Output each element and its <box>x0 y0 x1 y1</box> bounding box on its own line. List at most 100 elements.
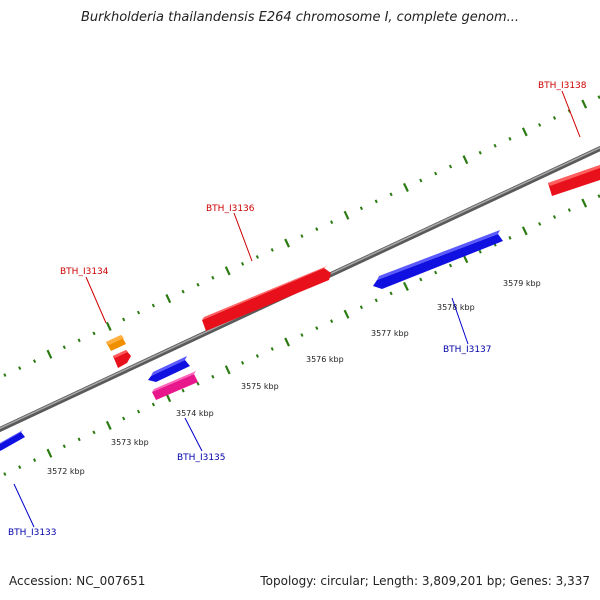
reverse-tick-22 <box>315 326 319 331</box>
reverse-tick-4 <box>46 448 53 458</box>
forward-tick-22 <box>315 227 319 232</box>
forward-tick-27 <box>389 192 393 197</box>
reverse-tick-1 <box>3 472 7 476</box>
leader-BTH_I3138 <box>561 90 581 138</box>
reverse-tick-36 <box>521 226 528 236</box>
forward-tick-18 <box>255 255 260 259</box>
forward-tick-17 <box>240 261 245 266</box>
forward-tick-7 <box>92 331 96 336</box>
forward-tick-41 <box>597 95 600 100</box>
scale-label-3574: 3574 kbp <box>176 409 214 418</box>
forward-tick-34 <box>493 143 497 148</box>
reverse-tick-6 <box>77 437 81 442</box>
forward-tick-19 <box>270 248 274 252</box>
reverse-tick-29 <box>419 277 423 282</box>
reverse-tick-3 <box>32 458 37 463</box>
forward-tick-10 <box>136 310 141 315</box>
reverse-tick-27 <box>389 291 393 296</box>
reverse-tick-21 <box>300 333 304 337</box>
reverse-tick-35 <box>508 235 512 240</box>
scale-labels: 3572 kbp 3573 kbp 3574 kbp 3575 kbp 3576… <box>47 279 541 476</box>
reverse-tick-18 <box>255 354 260 358</box>
gene-BTH_I3137[interactable] <box>373 230 503 289</box>
leader-BTH_I3134 <box>85 276 107 324</box>
leader-BTH_I3137 <box>451 297 469 345</box>
gene-BTH_I3134-red[interactable] <box>113 350 131 368</box>
scale-label-3576: 3576 kbp <box>306 355 344 364</box>
map-title: Burkholderia thailandensis E264 chromoso… <box>80 10 520 25</box>
forward-tick-29 <box>419 178 423 183</box>
leader-BTH_I3133 <box>13 483 35 528</box>
reverse-tick-8 <box>105 420 112 430</box>
reverse-tick-17 <box>240 360 245 365</box>
gene-BTH_I3138[interactable] <box>548 165 600 196</box>
label-BTH_I3133[interactable]: BTH_I3133 <box>8 528 57 538</box>
reverse-tick-28 <box>403 281 409 291</box>
forward-tick-2 <box>18 366 22 371</box>
forward-tick-6 <box>77 338 81 343</box>
reverse-tick-31 <box>448 263 453 268</box>
scale-label-3575: 3575 kbp <box>241 382 279 391</box>
forward-tick-20 <box>284 238 290 248</box>
reverse-tick-16 <box>224 365 231 375</box>
reverse-tick-13 <box>181 388 185 393</box>
gene-BTH_I3135-pink[interactable] <box>152 371 198 400</box>
reverse-tick-10 <box>136 409 141 414</box>
reverse-tick-33 <box>478 249 482 254</box>
label-BTH_I3135[interactable]: BTH_I3135 <box>177 453 226 463</box>
forward-tick-8 <box>105 321 112 331</box>
gene-BTH_I3133[interactable] <box>0 430 25 452</box>
forward-tick-11 <box>151 303 156 308</box>
label-BTH_I3138[interactable]: BTH_I3138 <box>538 81 587 91</box>
scale-label-3577: 3577 kbp <box>371 329 409 338</box>
reverse-tick-25 <box>359 305 364 310</box>
gene-BTH_I3135-blue[interactable] <box>148 356 190 382</box>
forward-tick-37 <box>538 123 542 127</box>
forward-tick-24 <box>343 210 350 220</box>
forward-tick-15 <box>211 275 215 280</box>
reverse-tick-30 <box>434 270 438 275</box>
forward-tick-13 <box>181 289 185 294</box>
reverse-tick-38 <box>552 215 557 219</box>
reverse-tick-26 <box>374 298 378 303</box>
forward-tick-40 <box>581 99 588 109</box>
genome-summary-text: Topology: circular; Length: 3,809,201 bp… <box>260 574 590 588</box>
gene-BTH_I3134-orange[interactable] <box>106 335 126 351</box>
forward-tick-38 <box>552 116 557 120</box>
forward-tick-23 <box>330 220 334 225</box>
forward-tick-5 <box>62 345 66 350</box>
forward-tick-3 <box>32 359 37 364</box>
forward-tick-25 <box>359 206 364 211</box>
forward-tick-31 <box>448 164 453 169</box>
reverse-tick-19 <box>270 347 274 351</box>
forward-tick-12 <box>165 294 172 304</box>
leader-BTH_I3135 <box>184 417 203 452</box>
forward-tick-1 <box>3 373 7 377</box>
reverse-tick-23 <box>330 319 334 324</box>
reverse-tick-2 <box>18 465 22 470</box>
gene-BTH_I3136[interactable] <box>202 266 331 331</box>
reverse-tick-40 <box>581 198 588 208</box>
reverse-tick-9 <box>122 416 126 421</box>
reverse-tick-37 <box>538 222 542 226</box>
forward-tick-32 <box>462 155 469 165</box>
reverse-tick-24 <box>343 309 350 319</box>
reverse-ticks <box>3 194 600 476</box>
reverse-tick-15 <box>211 374 215 379</box>
forward-tick-14 <box>196 282 200 287</box>
forward-tick-9 <box>122 317 126 322</box>
forward-tick-16 <box>224 266 231 276</box>
forward-tick-35 <box>508 136 512 141</box>
reverse-tick-11 <box>151 402 156 407</box>
reverse-tick-5 <box>62 444 66 449</box>
label-BTH_I3134[interactable]: BTH_I3134 <box>60 267 109 277</box>
scale-label-3579: 3579 kbp <box>503 279 541 288</box>
label-BTH_I3136[interactable]: BTH_I3136 <box>206 204 255 214</box>
scale-label-3578: 3578 kbp <box>437 303 475 312</box>
reverse-tick-20 <box>284 337 290 347</box>
label-BTH_I3137[interactable]: BTH_I3137 <box>443 345 492 355</box>
forward-tick-4 <box>46 349 53 359</box>
forward-tick-30 <box>434 171 438 176</box>
scale-label-3573: 3573 kbp <box>111 438 149 447</box>
